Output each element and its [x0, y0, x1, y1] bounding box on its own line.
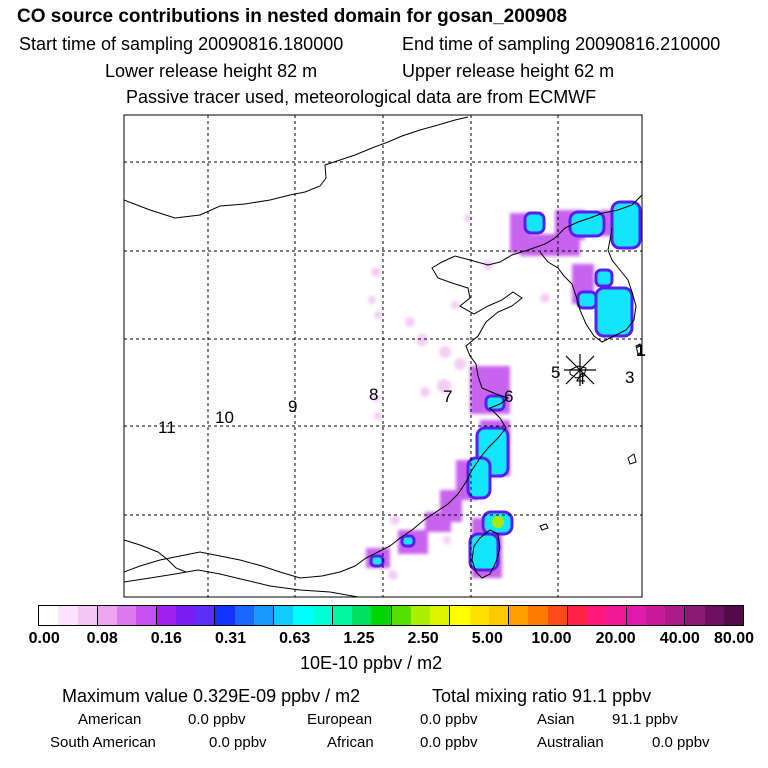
colorbar-segment — [723, 606, 743, 625]
colorbar-tick-label: 20.00 — [595, 630, 636, 647]
marker-1: 1 — [636, 341, 645, 360]
region-european-name: European — [307, 711, 373, 728]
tracer-info-label: Passive tracer used, meteorological data… — [126, 87, 597, 107]
colorbar-segment — [509, 606, 529, 625]
colorbar-tick-label: 2.50 — [407, 630, 439, 647]
colorbar-segment — [312, 606, 333, 625]
marker-6: 6 — [504, 387, 513, 406]
region-south-american-value: 0.0 ppbv — [209, 734, 267, 751]
colorbar-tick-label: 80.00 — [713, 630, 755, 647]
colorbar-segment — [391, 606, 411, 625]
marker-5: 5 — [551, 363, 560, 382]
colorbar-segment — [195, 606, 216, 625]
colorbar-segment — [352, 606, 372, 625]
coastlines — [124, 116, 642, 597]
region-asian-value: 91.1 ppbv — [612, 711, 678, 728]
colorbar-segment — [567, 606, 587, 625]
marker-8: 8 — [369, 385, 378, 404]
marker-9: 9 — [288, 397, 297, 416]
start-time-label: Start time of sampling 20090816.180000 — [19, 34, 344, 54]
colorbar-tick-label: 1.25 — [343, 630, 375, 647]
colorbar-tick-label: 40.00 — [659, 630, 700, 647]
colorbar-segment — [39, 606, 59, 625]
marker-10: 10 — [215, 408, 234, 427]
marker-4: 4 — [576, 369, 585, 388]
release-site-marker — [564, 354, 596, 386]
total-mixing-ratio-label: Total mixing ratio 91.1 ppbv — [432, 686, 652, 706]
faint-plume — [368, 214, 550, 580]
colorbar-tick-label: 5.00 — [471, 630, 503, 647]
region-european-value: 0.0 ppbv — [420, 711, 478, 728]
colorbar-segment — [547, 606, 568, 625]
upper-height-label: Upper release height 62 m — [402, 61, 615, 81]
colorbar-segment — [274, 606, 294, 625]
marker-3: 3 — [625, 368, 634, 387]
marker-11: 11 — [158, 418, 176, 437]
region-american-name: American — [78, 711, 142, 728]
lower-height-label: Lower release height 82 m — [105, 61, 318, 81]
peak-dot — [492, 516, 504, 528]
end-time-label: End time of sampling 20090816.210000 — [402, 34, 721, 54]
region-american-value: 0.0 ppbv — [188, 711, 246, 728]
colorbar-segment — [410, 606, 430, 625]
colorbar-tick-label: 0.00 — [28, 630, 60, 647]
map-frame — [123, 114, 643, 598]
region-south-american-name: South American — [50, 734, 156, 751]
colorbar-segment — [665, 606, 686, 625]
colorbar-segment — [430, 606, 451, 625]
colorbar-segment — [77, 606, 98, 625]
region-african-name: African — [327, 734, 374, 751]
colorbar-segment — [293, 606, 313, 625]
colorbar-tick-label: 0.63 — [279, 630, 311, 647]
colorbar-segment — [626, 606, 646, 625]
colorbar-segment — [488, 606, 509, 625]
marker-7: 7 — [443, 387, 452, 406]
lat-lon-grid — [124, 115, 642, 597]
colorbar-segment — [136, 606, 157, 625]
colorbar-tick-label: 10.00 — [531, 630, 572, 647]
colorbar-segment — [253, 606, 274, 625]
colorbar — [38, 605, 744, 626]
colorbar-segment — [587, 606, 607, 625]
region-african-value: 0.0 ppbv — [420, 734, 478, 751]
colorbar-segment — [58, 606, 78, 625]
colorbar-segment — [606, 606, 627, 625]
colorbar-segment — [469, 606, 489, 625]
max-value-label: Maximum value 0.329E-09 ppbv / m2 — [62, 686, 361, 706]
plot-title: CO source contributions in nested domain… — [17, 6, 568, 27]
colorbar-tick-label: 0.31 — [214, 630, 247, 647]
colorbar-tick-label: 0.16 — [150, 630, 182, 647]
colorbar-segment — [371, 606, 392, 625]
colorbar-segment — [685, 606, 705, 625]
colorbar-units: 10E-10 ppbv / m2 — [300, 653, 443, 673]
colorbar-segment — [97, 606, 117, 625]
colorbar-segment — [175, 606, 195, 625]
colorbar-segment — [528, 606, 548, 625]
colorbar-segment — [332, 606, 352, 625]
colorbar-segment — [450, 606, 470, 625]
region-australian-name: Australian — [537, 734, 604, 751]
colorbar-segment — [234, 606, 254, 625]
region-asian-name: Asian — [537, 711, 575, 728]
region-australian-value: 0.0 ppbv — [652, 734, 710, 751]
colorbar-segment — [704, 606, 724, 625]
colorbar-segment — [117, 606, 137, 625]
colorbar-segment — [215, 606, 235, 625]
colorbar-tick-label: 0.08 — [86, 630, 118, 647]
colorbar-segment — [645, 606, 665, 625]
colorbar-segment — [156, 606, 176, 625]
